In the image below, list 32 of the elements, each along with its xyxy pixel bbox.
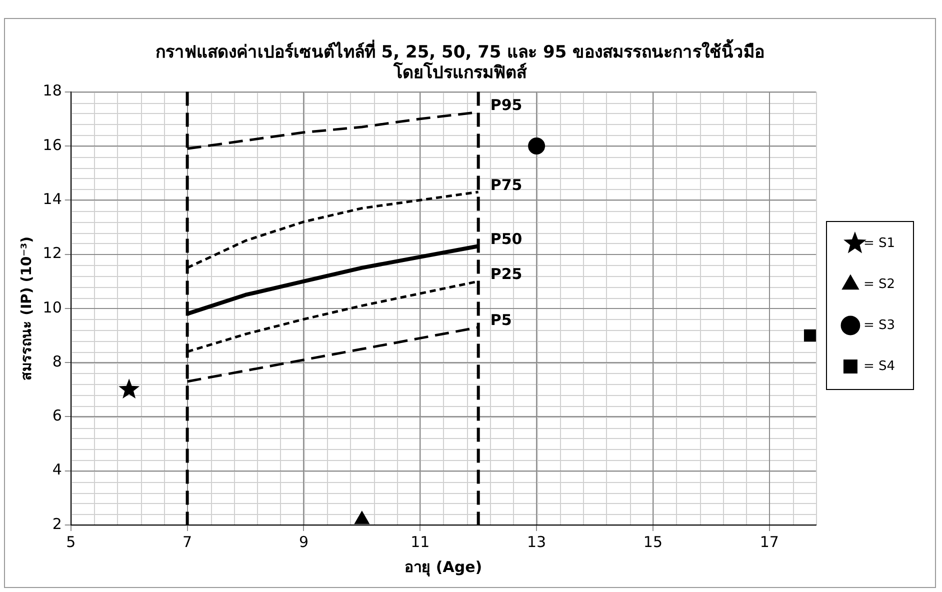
series-label: P50: [490, 230, 522, 248]
y-tick-label: 6: [52, 406, 62, 425]
y-tick-label: 8: [52, 352, 62, 370]
x-tick-label: 15: [643, 532, 663, 551]
point: [528, 137, 546, 154]
legend-label: = S1: [863, 236, 896, 251]
y-axis-title: สมรรถนะ (IP) (10⁻³): [19, 236, 36, 380]
y-tick-label: 16: [42, 136, 62, 154]
x-tick-label: 11: [410, 532, 430, 551]
point: [354, 511, 370, 524]
legend-label: = S3: [863, 318, 896, 333]
x-tick-label: 7: [182, 532, 192, 551]
x-tick-label: 17: [760, 532, 779, 551]
series-label: P25: [490, 265, 522, 284]
legend-label: = S2: [863, 276, 896, 292]
point: [118, 378, 140, 399]
y-tick-label: 14: [42, 190, 62, 208]
point: [804, 329, 816, 342]
y-tick-label: 10: [42, 298, 62, 316]
y-tick-label: 18: [42, 82, 62, 100]
x-tick-label: 9: [298, 532, 308, 551]
y-tick-label: 12: [42, 244, 62, 262]
y-tick-label: 2: [52, 514, 62, 533]
x-tick-label: 13: [527, 532, 546, 551]
series-label: P95: [490, 96, 522, 114]
legend-label: = S4: [863, 358, 896, 374]
series-label: P75: [490, 176, 522, 194]
chart-title: กราฟแสดงค่าเปอร์เซนต์ไทล์ที่ 5, 25, 50, 75 และ 95 ของสมรรถนะการใช้นิ้วมือ โดยโปรแกรมฟิตส์: [155, 38, 765, 84]
y-tick-label: 4: [52, 460, 62, 479]
x-axis-title: อายุ (Age): [404, 558, 482, 577]
x-tick-label: 5: [66, 532, 76, 551]
series-label: P5: [490, 311, 512, 330]
